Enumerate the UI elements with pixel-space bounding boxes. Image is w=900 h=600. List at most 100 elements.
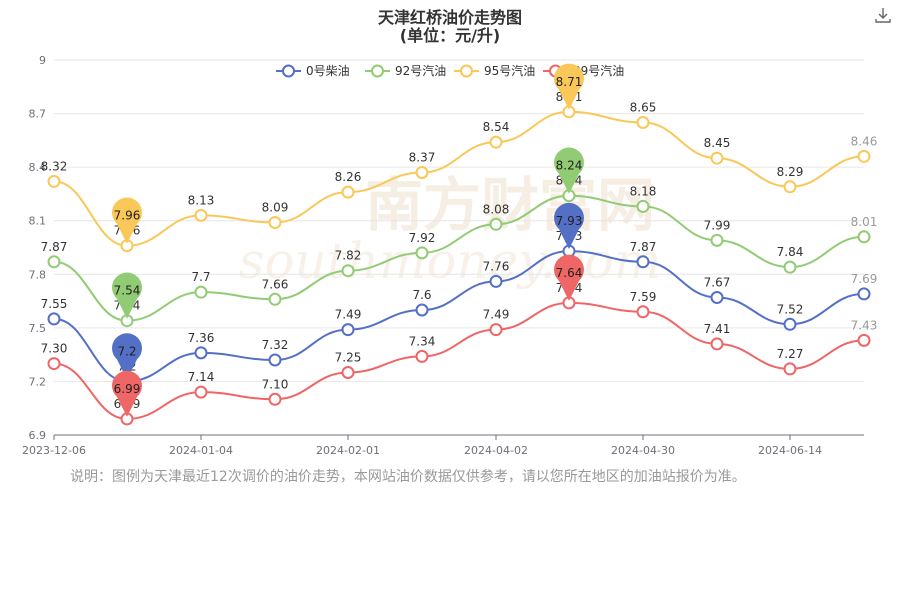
- legend-label: 89号汽油: [573, 63, 624, 78]
- data-label: 7.99: [704, 218, 731, 232]
- watermark-sub-text: southmoney.com: [239, 232, 662, 290]
- data-point: [783, 317, 797, 331]
- data-label: 7.43: [851, 318, 878, 332]
- data-point: [194, 285, 208, 299]
- data-point: [415, 303, 429, 317]
- download-icon[interactable]: [874, 6, 892, 24]
- x-tick-label: 2024-06-14: [758, 444, 822, 457]
- max-pin-shape: [554, 254, 584, 301]
- max-pin-label: 7.93: [556, 214, 583, 228]
- data-point: [268, 292, 282, 306]
- data-point: [636, 199, 650, 213]
- data-label: 7.87: [41, 240, 68, 254]
- data-label: 8.01: [851, 215, 878, 229]
- max-pin: 7.64: [554, 254, 584, 301]
- data-label: 8.13: [188, 193, 215, 207]
- data-label: 7.66: [262, 277, 289, 291]
- min-pin-shape: [112, 370, 143, 417]
- min-pin-shape: [112, 197, 143, 244]
- max-pin-shape: [554, 147, 584, 194]
- data-point: [489, 323, 503, 337]
- min-pin: 7.2: [112, 333, 143, 380]
- data-label: 8.08: [483, 202, 510, 216]
- data-label: 8.32: [41, 159, 68, 173]
- y-tick-label: 7.2: [29, 375, 47, 388]
- data-label: 8.54: [483, 120, 510, 134]
- data-label: 7.34: [409, 334, 436, 348]
- chart-title: 天津红桥油价走势图: [377, 8, 522, 27]
- chart-note: 说明：图例为天津最近12次调价的油价走势，本网站油价数据仅供参考，请以您所在地区…: [70, 469, 746, 485]
- x-tick-label: 2023-12-06: [22, 444, 86, 457]
- data-point: [857, 333, 871, 347]
- data-point: [415, 349, 429, 363]
- max-pin-label: 8.24: [556, 159, 583, 173]
- data-label: 7.49: [483, 308, 510, 322]
- chart-subtitle: (单位：元/升): [399, 26, 501, 45]
- data-point: [857, 230, 871, 244]
- data-label: 7.32: [262, 338, 289, 352]
- y-tick-label: 8.4: [29, 161, 47, 174]
- data-point: [47, 312, 61, 326]
- data-point: [47, 357, 61, 371]
- data-label: 8.65: [630, 101, 657, 115]
- x-tick-label: 2024-04-30: [611, 444, 675, 457]
- data-point: [489, 217, 503, 231]
- series-line: [53, 301, 865, 420]
- data-label: 7.69: [851, 272, 878, 286]
- x-tick-label: 2024-02-01: [316, 444, 380, 457]
- x-tick-label: 2024-04-02: [464, 444, 528, 457]
- data-label: 7.36: [188, 331, 215, 345]
- y-tick-label: 8.1: [29, 215, 47, 228]
- data-label: 7.6: [412, 288, 431, 302]
- data-point: [415, 166, 429, 179]
- series-line: [53, 194, 865, 322]
- legend-marker: [460, 64, 473, 78]
- legend-marker: [282, 64, 295, 78]
- max-pin-shape: [554, 63, 584, 110]
- data-point: [636, 255, 650, 269]
- data-point: [857, 149, 871, 163]
- x-tick-label: 2024-01-04: [169, 444, 233, 457]
- data-label: 7.76: [483, 259, 510, 273]
- data-label: 8.37: [409, 151, 436, 165]
- data-point: [415, 246, 429, 260]
- data-point: [710, 233, 724, 247]
- data-label: 7.67: [704, 276, 731, 290]
- min-pin: 7.54: [112, 272, 143, 319]
- legend-marker: [371, 64, 384, 78]
- data-label: 7.52: [777, 302, 804, 316]
- data-point: [268, 353, 282, 367]
- data-label: 7.7: [191, 270, 210, 284]
- watermark-text: 南方财富网: [365, 171, 655, 239]
- max-pin: 7.93: [554, 202, 584, 250]
- y-tick-label: 7.5: [29, 322, 47, 335]
- max-pin: 8.71: [554, 63, 584, 110]
- max-pin-shape: [554, 202, 584, 250]
- data-point: [783, 180, 797, 194]
- data-label: 7.30: [41, 342, 68, 356]
- min-pin-label: 7.2: [117, 344, 136, 358]
- data-label: 7.27: [777, 347, 804, 361]
- data-point: [341, 366, 355, 379]
- data-label: 7.92: [409, 231, 436, 245]
- data-point: [194, 385, 208, 399]
- data-label: 7.55: [41, 297, 68, 311]
- data-point: [783, 260, 797, 274]
- y-tick-label: 9: [39, 54, 46, 67]
- data-label: 7.10: [262, 377, 289, 391]
- series-line: [53, 110, 865, 247]
- legend-label: 95号汽油: [484, 63, 535, 78]
- y-tick-label: 8.7: [29, 108, 47, 121]
- data-label: 8.26: [335, 170, 362, 184]
- min-pin-shape: [112, 272, 143, 319]
- data-point: [489, 135, 503, 149]
- data-point: [341, 323, 355, 337]
- data-point: [268, 216, 282, 229]
- min-pin-label: 6.99: [114, 382, 141, 396]
- data-point: [857, 287, 871, 301]
- max-pin-label: 8.71: [556, 75, 583, 89]
- data-label: 8.09: [262, 201, 289, 215]
- data-label: 7.87: [630, 240, 657, 254]
- data-point: [268, 392, 282, 406]
